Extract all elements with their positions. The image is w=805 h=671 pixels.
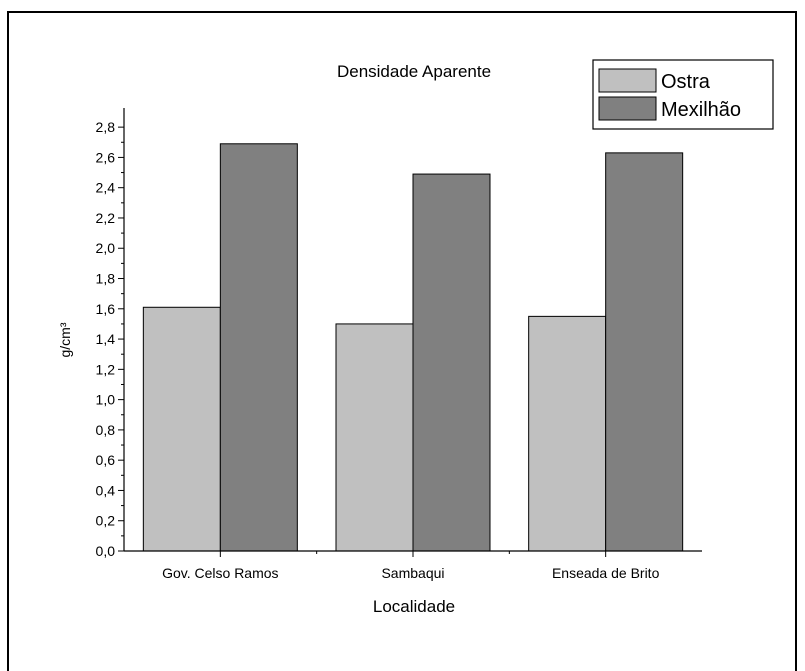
y-tick-label: 2,6 [96, 149, 116, 165]
bar-ostra-1 [142, 306, 221, 552]
y-tick-label: 1,2 [96, 361, 116, 377]
legend-swatch [598, 68, 657, 93]
bars-group [142, 143, 684, 552]
y-tick-label: 2,0 [96, 240, 116, 256]
y-tick-label: 1,0 [96, 392, 116, 408]
x-tick-label: Sambaqui [381, 565, 444, 581]
y-tick-label: 0,4 [96, 482, 116, 498]
y-axis-label: g/cm³ [57, 322, 73, 357]
x-tick-label: Enseada de Brito [552, 565, 660, 581]
bar-mexilh-o-3 [605, 152, 684, 552]
y-tick-label: 2,4 [96, 180, 116, 196]
y-tick-label: 2,2 [96, 210, 116, 226]
bar-ostra-3 [528, 315, 607, 552]
y-tick-label: 0,6 [96, 452, 116, 468]
bar-ostra-2 [335, 323, 414, 552]
chart-title: Densidade Aparente [337, 62, 491, 81]
x-axis: Gov. Celso Ramos Sambaqui Enseada de Brito [124, 550, 702, 581]
x-tick-label: Gov. Celso Ramos [162, 565, 278, 581]
y-tick-label: 1,4 [96, 331, 116, 347]
y-tick-label: 1,8 [96, 271, 116, 287]
y-tick-label: 0,0 [96, 543, 116, 559]
legend-swatch [598, 96, 657, 121]
y-axis: 0,0 0,2 0,4 0,6 0,8 1,0 1,2 1,4 1,6 1,8 2,0 2,2 2,4 2… [96, 108, 125, 559]
legend-label: Ostra [661, 71, 711, 93]
legend: Ostra Mexilhão [592, 59, 774, 130]
bar-mexilh-o-1 [219, 143, 298, 552]
x-axis-label: Localidade [373, 597, 455, 616]
y-tick-label: 0,2 [96, 513, 116, 529]
y-tick-label: 1,6 [96, 301, 116, 317]
y-tick-label: 0,8 [96, 422, 116, 438]
chart-frame [7, 11, 797, 671]
legend-label: Mexilhão [661, 99, 741, 121]
bar-mexilh-o-2 [412, 173, 491, 552]
y-tick-label: 2,8 [96, 119, 116, 135]
